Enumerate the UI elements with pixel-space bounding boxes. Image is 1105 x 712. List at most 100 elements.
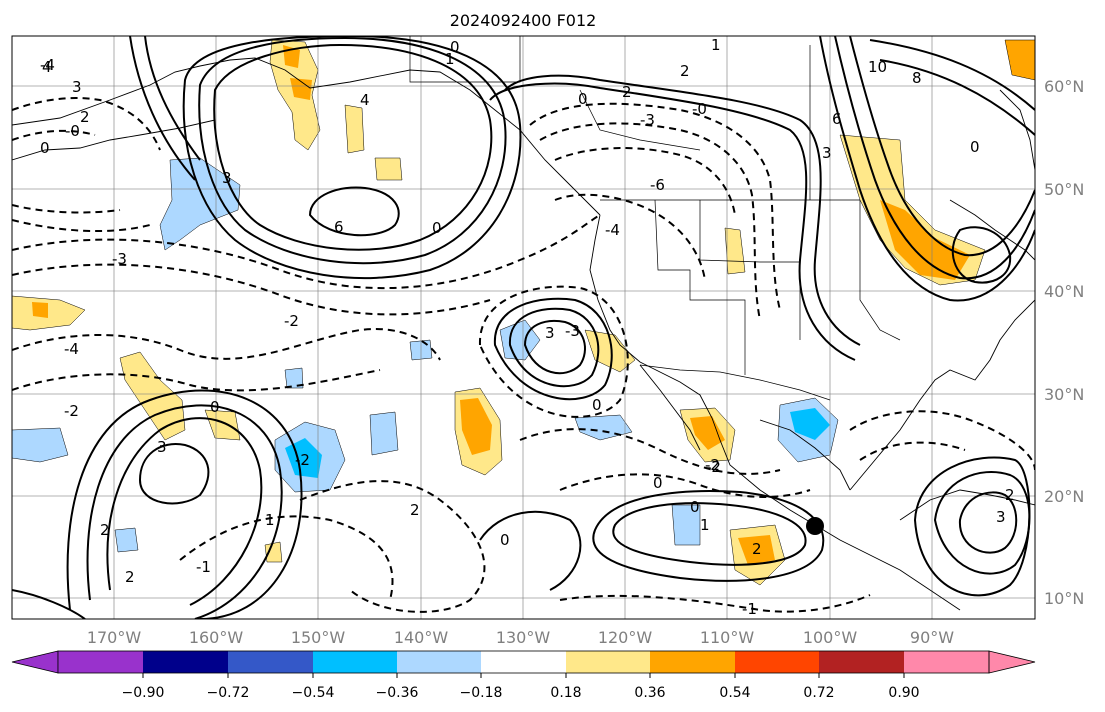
aleutian-islands <box>12 119 216 161</box>
shade-positive-strong <box>1004 39 1035 81</box>
colorbar-segment <box>819 651 904 673</box>
shade-negative <box>159 157 241 251</box>
shade-positive <box>374 157 403 181</box>
colorbar-segment <box>228 651 313 673</box>
contour-label: -2 <box>706 458 721 476</box>
lat-label: 50°N <box>1044 180 1084 199</box>
lon-label: 170°W <box>87 628 142 647</box>
contour-label: 10 <box>868 58 887 76</box>
contour-label: 0 <box>690 498 700 516</box>
latitude-labels: 60°N 50°N 40°N 30°N 20°N 10°N <box>1044 77 1084 608</box>
storm-location-dot <box>806 517 824 535</box>
colorbar-ticks <box>142 673 905 678</box>
contour-label: 2 <box>125 568 135 586</box>
colorbar-extend-low <box>11 650 59 674</box>
map-frame <box>11 35 1036 620</box>
shade-negative <box>12 427 69 463</box>
contour-label: 4 <box>360 91 370 109</box>
shade-negative <box>114 527 139 553</box>
contour-label: 2 <box>100 521 110 539</box>
colorbar-tick-label: −0.72 <box>207 685 250 701</box>
contour-label: 2 <box>752 540 762 558</box>
gulf-coast-us <box>849 299 1035 491</box>
lon-label: 110°W <box>700 628 755 647</box>
gridlines <box>12 36 1035 619</box>
colorbar-tick-label: 0.54 <box>719 685 750 701</box>
contour-label: 0 <box>432 219 442 237</box>
contour-label: -0 <box>692 100 707 118</box>
colorbar: −0.90 −0.72 −0.54 −0.36 −0.18 0.18 0.36 … <box>11 650 1036 701</box>
contour-label: -4 <box>64 340 79 358</box>
lat-label: 10°N <box>1044 589 1084 608</box>
contour-label: 3 <box>545 324 555 342</box>
contour-label: 3 <box>822 144 832 162</box>
contour-label: 2 <box>80 108 90 126</box>
contour-label: -4 <box>40 56 55 74</box>
alaska-coastline <box>12 57 601 216</box>
contour-label: -2 <box>705 456 720 474</box>
colorbar-segment <box>58 651 143 673</box>
colorbar-segment <box>904 651 989 673</box>
contour-label: 2 <box>1005 486 1015 504</box>
contour-label: 0 <box>578 90 588 108</box>
shade-positive <box>344 104 365 154</box>
contour-label: 3 <box>72 78 82 96</box>
contour-label: 2 <box>410 501 420 519</box>
contour-label: -1 <box>742 600 757 618</box>
west-coastline <box>589 214 961 611</box>
state-borders-west <box>654 199 746 375</box>
contour-label: 3 <box>222 169 232 187</box>
colorbar-segment <box>397 651 481 673</box>
baja-peninsula <box>639 364 701 451</box>
colorbar-segment <box>143 651 228 673</box>
lon-label: 90°W <box>910 628 954 647</box>
longitude-labels: 170°W 160°W 150°W 140°W 130°W 120°W 110°… <box>87 628 954 647</box>
shade-positive <box>12 295 86 331</box>
contour-label: -3 <box>565 322 580 340</box>
lat-label: 40°N <box>1044 282 1084 301</box>
lon-label: 150°W <box>291 628 346 647</box>
lat-label: 30°N <box>1044 385 1084 404</box>
alaska-yukon-border <box>409 36 521 83</box>
contour-label: -0 <box>65 122 80 140</box>
contour-label: 1 <box>265 511 275 529</box>
gulf-coast-mexico <box>759 419 851 491</box>
contour-label: -1 <box>196 558 211 576</box>
colorbar-segment <box>481 651 566 673</box>
colorbar-tick-label: −0.54 <box>292 685 335 701</box>
contour-label: 3 <box>996 508 1006 526</box>
contour-label: 0 <box>970 138 980 156</box>
lon-label: 100°W <box>803 628 858 647</box>
state-borders-east <box>859 200 901 341</box>
shade-positive <box>119 351 186 441</box>
us-mexico-border <box>639 364 831 401</box>
lat-label: 20°N <box>1044 487 1084 506</box>
contour-label-layer: 4 3 2 0 0 3 4 6 3 -3 -4 -2 -2 0 3 0 2 1 … <box>40 36 1015 618</box>
contour-label: -3 <box>640 111 655 129</box>
contour-label: -6 <box>650 176 665 194</box>
colorbar-segment <box>735 651 819 673</box>
figure-title: 2024092400 F012 <box>450 11 597 30</box>
colorbar-tick-label: 0.72 <box>803 685 834 701</box>
contour-label: 0 <box>592 396 602 414</box>
contour-label: -2 <box>284 312 299 330</box>
contour-label: -2 <box>64 402 79 420</box>
contour-label: 0 <box>653 474 663 492</box>
canada-province-border <box>579 89 701 151</box>
contour-label: -4 <box>605 221 620 239</box>
caribbean-coast <box>899 489 1035 521</box>
shade-positive <box>204 409 241 441</box>
contour-label: 4 <box>42 58 52 76</box>
lon-label: 140°W <box>394 628 449 647</box>
colorbar-tick-label: 0.36 <box>634 685 665 701</box>
shade-negative <box>284 367 304 389</box>
contour-label: 2 <box>680 62 690 80</box>
lat-label: 60°N <box>1044 77 1084 96</box>
hudson-bay-coast <box>999 89 1035 171</box>
shade-positive-strong <box>32 302 48 318</box>
shade-negative-strong <box>790 408 830 440</box>
colorbar-extend-high <box>988 650 1036 674</box>
shade-positive-strong <box>690 416 725 450</box>
shade-positive-strong <box>290 78 312 100</box>
